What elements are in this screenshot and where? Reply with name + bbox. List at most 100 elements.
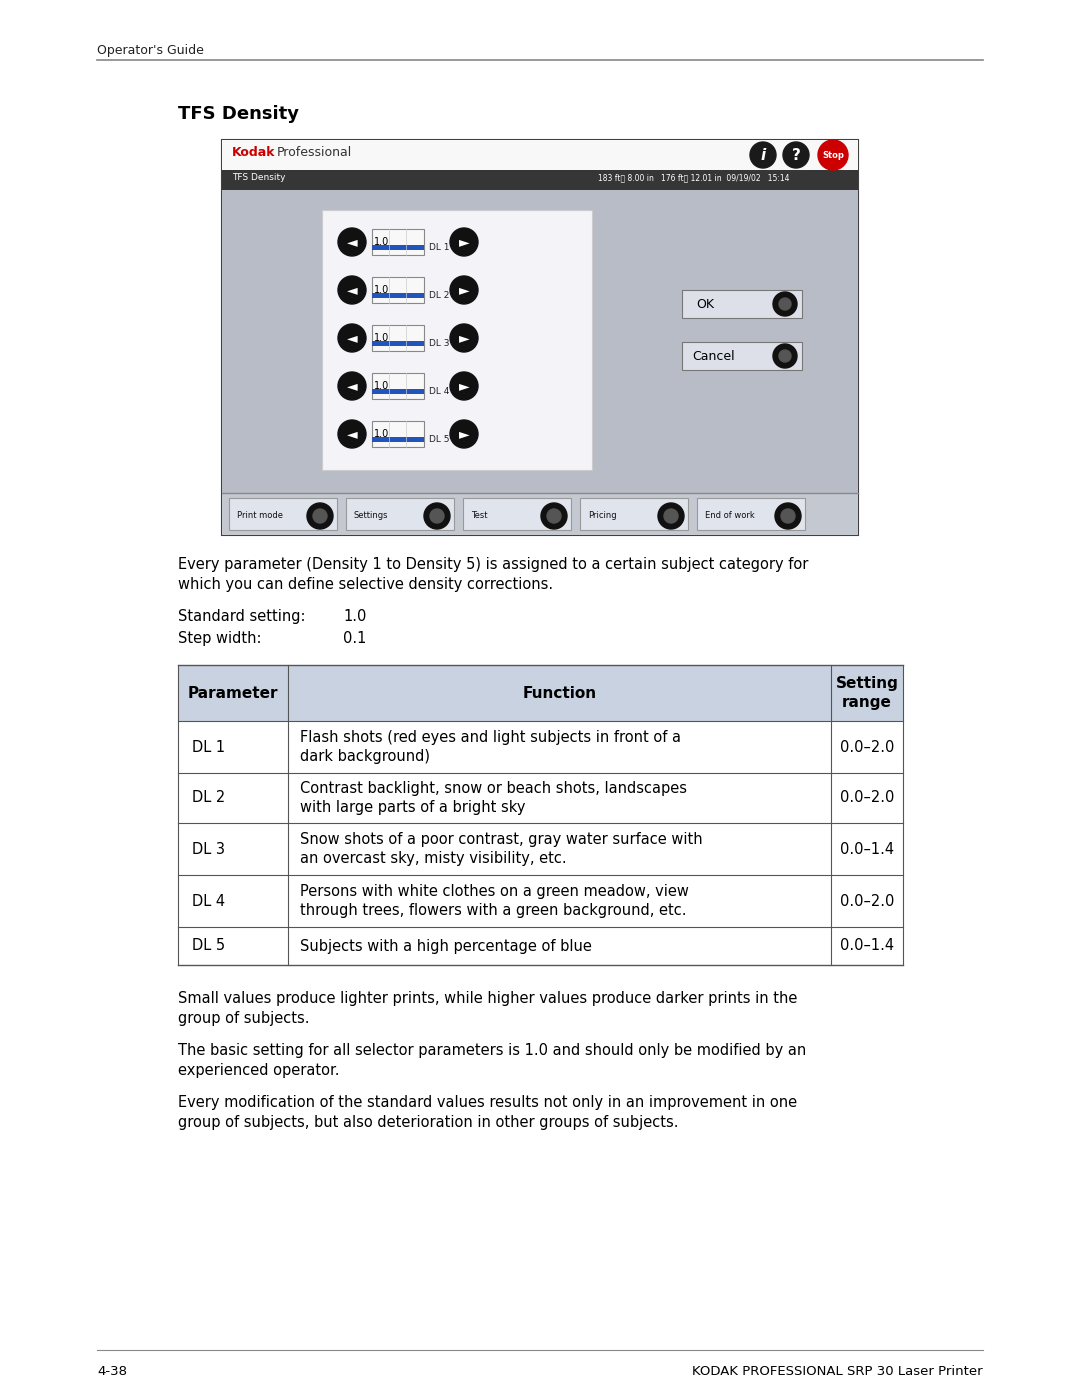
Bar <box>322 210 592 469</box>
Bar <box>372 388 424 394</box>
Bar <box>178 823 903 875</box>
Text: Subjects with a high percentage of blue: Subjects with a high percentage of blue <box>300 939 592 954</box>
Bar <box>372 373 424 400</box>
Circle shape <box>773 292 797 316</box>
Circle shape <box>450 228 478 256</box>
Bar <box>372 437 424 441</box>
Text: Small values produce lighter prints, while higher values produce darker prints i: Small values produce lighter prints, whi… <box>178 990 797 1025</box>
Text: 1.0: 1.0 <box>343 609 366 624</box>
Circle shape <box>338 420 366 448</box>
Bar <box>222 190 858 493</box>
Bar <box>372 293 424 298</box>
Text: Stop: Stop <box>822 151 843 159</box>
Text: 0.0–1.4: 0.0–1.4 <box>840 939 894 954</box>
Bar <box>681 342 802 370</box>
Text: DL 2: DL 2 <box>429 291 449 299</box>
Circle shape <box>541 503 567 529</box>
Text: Standard setting:: Standard setting: <box>178 609 306 624</box>
Circle shape <box>338 228 366 256</box>
Bar <box>222 170 858 190</box>
Text: DL 5: DL 5 <box>192 939 225 954</box>
Text: ►: ► <box>459 427 470 441</box>
Bar <box>372 229 424 256</box>
Circle shape <box>779 298 791 310</box>
Circle shape <box>781 509 795 522</box>
Text: Professional: Professional <box>276 147 352 159</box>
Circle shape <box>338 372 366 400</box>
Circle shape <box>307 503 333 529</box>
Text: which you can define selective density corrections.: which you can define selective density c… <box>178 577 553 592</box>
Text: 1.0: 1.0 <box>375 285 390 295</box>
Bar <box>372 341 424 346</box>
Text: ◄: ◄ <box>347 235 357 249</box>
Bar <box>372 244 424 250</box>
Text: Snow shots of a poor contrast, gray water surface with
an overcast sky, misty vi: Snow shots of a poor contrast, gray wate… <box>300 831 703 866</box>
Circle shape <box>450 324 478 352</box>
Bar <box>222 140 858 170</box>
Text: End of work: End of work <box>705 511 755 521</box>
Text: Settings: Settings <box>354 511 389 521</box>
Bar <box>222 140 858 535</box>
Text: Kodak: Kodak <box>232 147 275 159</box>
Text: Step width:: Step width: <box>178 631 261 645</box>
Text: Test: Test <box>471 511 487 521</box>
Bar <box>178 721 903 773</box>
Text: DL 5: DL 5 <box>429 434 449 443</box>
Circle shape <box>664 509 678 522</box>
Text: ►: ► <box>459 284 470 298</box>
Bar <box>372 437 424 441</box>
Bar <box>372 244 424 250</box>
Circle shape <box>450 277 478 305</box>
Bar <box>372 277 424 303</box>
Text: DL 3: DL 3 <box>192 841 225 856</box>
Text: ►: ► <box>459 379 470 393</box>
Bar <box>372 388 424 394</box>
Text: 0.0–2.0: 0.0–2.0 <box>840 894 894 908</box>
Circle shape <box>313 509 327 522</box>
Text: 183 ftⓄ 8.00 in   176 ftⓄ 12.01 in  09/19/02   15:14: 183 ftⓄ 8.00 in 176 ftⓄ 12.01 in 09/19/0… <box>598 173 789 182</box>
Circle shape <box>750 142 777 168</box>
Text: TFS Density: TFS Density <box>178 105 299 123</box>
Bar <box>222 493 858 535</box>
Bar <box>697 497 805 529</box>
Text: 4-38: 4-38 <box>97 1365 127 1377</box>
Text: Flash shots (red eyes and light subjects in front of a
dark background): Flash shots (red eyes and light subjects… <box>300 729 681 764</box>
Text: DL 2: DL 2 <box>192 791 226 806</box>
Text: ►: ► <box>459 331 470 345</box>
Bar <box>178 928 903 965</box>
Text: ◄: ◄ <box>347 331 357 345</box>
Text: KODAK PROFESSIONAL SRP 30 Laser Printer: KODAK PROFESSIONAL SRP 30 Laser Printer <box>692 1365 983 1377</box>
Text: ◄: ◄ <box>347 284 357 298</box>
Circle shape <box>430 509 444 522</box>
Circle shape <box>546 509 561 522</box>
Text: ◄: ◄ <box>347 379 357 393</box>
Text: 0.1: 0.1 <box>343 631 366 645</box>
Bar <box>681 291 802 319</box>
Text: DL 4: DL 4 <box>192 894 225 908</box>
Text: Function: Function <box>523 686 596 700</box>
Text: ?: ? <box>792 148 800 162</box>
Text: DL 4: DL 4 <box>429 387 449 395</box>
Bar <box>372 341 424 346</box>
Bar <box>580 497 688 529</box>
Text: ►: ► <box>459 235 470 249</box>
Text: DL 1: DL 1 <box>429 243 449 251</box>
Bar <box>463 497 571 529</box>
Text: Print mode: Print mode <box>237 511 283 521</box>
Bar <box>372 326 424 351</box>
Text: 1.0: 1.0 <box>375 332 390 344</box>
Text: Contrast backlight, snow or beach shots, landscapes
with large parts of a bright: Contrast backlight, snow or beach shots,… <box>300 781 687 814</box>
Circle shape <box>338 277 366 305</box>
Circle shape <box>818 140 848 170</box>
Text: 0.0–2.0: 0.0–2.0 <box>840 739 894 754</box>
Circle shape <box>773 344 797 367</box>
Text: 1.0: 1.0 <box>375 429 390 439</box>
Text: Setting
range: Setting range <box>836 676 899 710</box>
Text: Pricing: Pricing <box>588 511 617 521</box>
Text: 1.0: 1.0 <box>375 381 390 391</box>
Text: Every modification of the standard values results not only in an improvement in : Every modification of the standard value… <box>178 1095 797 1130</box>
Text: Every parameter (Density 1 to Density 5) is assigned to a certain subject catego: Every parameter (Density 1 to Density 5)… <box>178 557 808 571</box>
Text: TFS Density: TFS Density <box>232 173 285 182</box>
Circle shape <box>424 503 450 529</box>
Text: Persons with white clothes on a green meadow, view
through trees, flowers with a: Persons with white clothes on a green me… <box>300 884 689 918</box>
